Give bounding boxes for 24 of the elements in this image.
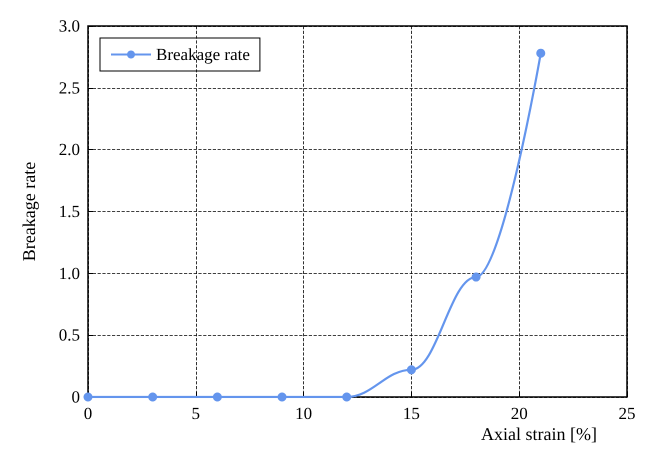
x-tick-label: 0: [84, 404, 92, 423]
point: [148, 392, 158, 402]
y-tick-label: 1.5: [58, 202, 80, 221]
point: [536, 48, 546, 58]
point: [472, 272, 481, 282]
y-tick-label: 0.5: [58, 326, 80, 345]
point: [212, 392, 222, 402]
legend-label: Breakage rate: [156, 45, 250, 64]
point: [84, 392, 92, 402]
y-tick-label: 2.0: [58, 140, 80, 160]
y-axis-title: Breakage rate: [19, 162, 39, 262]
point: [342, 392, 352, 402]
y-tick-label: 0: [72, 388, 80, 406]
x-tick-label: 15: [402, 404, 420, 423]
point: [406, 365, 416, 374]
y-tick-label: 1.0: [58, 264, 80, 283]
point: [278, 392, 287, 402]
x-tick-label: 5: [192, 404, 200, 423]
x-tick-label: 10: [295, 404, 312, 423]
x-axis-title: Axial strain [%]: [481, 424, 597, 444]
x-tick-label: 25: [618, 404, 636, 423]
y-tick-label: 3.0: [58, 16, 80, 36]
x-tick-label: 20: [510, 404, 528, 423]
y-tick-label: 2.5: [58, 78, 80, 98]
